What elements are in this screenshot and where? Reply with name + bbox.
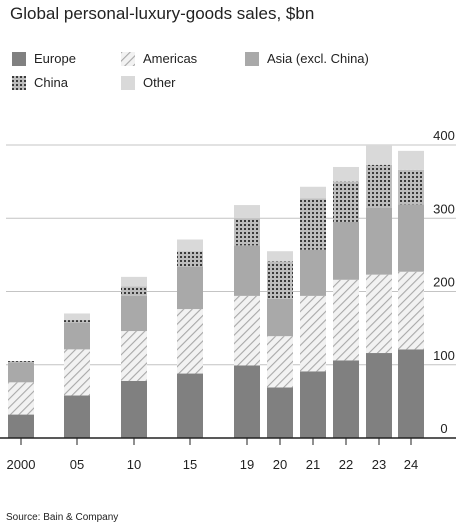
bar-segment-asia bbox=[234, 245, 260, 296]
legend-label-europe: Europe bbox=[34, 51, 76, 66]
legend-label-china: China bbox=[34, 75, 68, 90]
bar-segment-china bbox=[267, 261, 293, 299]
legend-swatch-asia bbox=[245, 51, 259, 66]
bar-segment-other bbox=[398, 150, 424, 170]
x-tick-label: 24 bbox=[404, 457, 418, 472]
bar-segment-other bbox=[366, 145, 392, 165]
legend-item-other: Other bbox=[121, 75, 176, 90]
bar-segment-asia bbox=[267, 298, 293, 337]
bar-segment-asia bbox=[398, 204, 424, 272]
y-tick-label: 300 bbox=[433, 201, 455, 216]
bar-segment-china bbox=[121, 286, 147, 296]
x-tick-label: 15 bbox=[183, 457, 197, 472]
bar-segment-europe bbox=[234, 365, 260, 438]
bar-segment-china bbox=[8, 361, 34, 363]
bar-segment-china bbox=[366, 164, 392, 208]
bar-segment-americas bbox=[8, 382, 34, 415]
bar-segment-americas bbox=[64, 349, 90, 396]
bar-segment-asia bbox=[121, 295, 147, 332]
bar-segment-americas bbox=[333, 279, 359, 361]
chart-title: Global personal-luxury-goods sales, $bn bbox=[10, 4, 315, 23]
x-tick-label: 2000 bbox=[7, 457, 36, 472]
bar-segment-europe bbox=[8, 414, 34, 438]
x-tick-label: 21 bbox=[306, 457, 320, 472]
bar-segment-europe bbox=[398, 349, 424, 438]
bar-segment-asia bbox=[8, 362, 34, 383]
x-tick-label: 05 bbox=[70, 457, 84, 472]
bar-segment-china bbox=[300, 198, 326, 250]
bar-segment-americas bbox=[267, 336, 293, 388]
bar-segment-americas bbox=[121, 331, 147, 381]
legend-item-americas: Americas bbox=[121, 51, 197, 66]
legend-item-europe: Europe bbox=[12, 51, 76, 66]
bar-segment-americas bbox=[366, 274, 392, 354]
bar-segment-americas bbox=[398, 271, 424, 350]
y-tick-label: 100 bbox=[433, 348, 455, 363]
x-tick-label: 19 bbox=[240, 457, 254, 472]
bar-segment-china bbox=[64, 320, 90, 323]
bar-segment-americas bbox=[300, 295, 326, 372]
legend-label-americas: Americas bbox=[143, 51, 198, 66]
legend-swatch-china bbox=[12, 75, 26, 90]
x-tick-label: 20 bbox=[273, 457, 287, 472]
bar-segment-americas bbox=[177, 309, 203, 374]
bar-segment-asia bbox=[366, 207, 392, 275]
bar-segment-china bbox=[398, 169, 424, 205]
bar-segment-china bbox=[234, 218, 260, 246]
bar-segment-europe bbox=[64, 395, 90, 438]
y-tick-label: 200 bbox=[433, 275, 455, 290]
bar-segment-other bbox=[267, 251, 293, 262]
bar-segment-china bbox=[177, 251, 203, 267]
bar-segment-americas bbox=[234, 295, 260, 366]
legend-label-other: Other bbox=[143, 75, 176, 90]
legend-swatch-europe bbox=[12, 51, 26, 66]
bar-segment-asia bbox=[333, 221, 359, 280]
y-tick-label: 0 bbox=[440, 421, 447, 436]
source-note: Source: Bain & Company bbox=[6, 512, 119, 523]
bar-segment-europe bbox=[300, 371, 326, 438]
legend-item-asia: Asia (excl. China) bbox=[245, 51, 369, 66]
y-tick-label: 400 bbox=[433, 128, 455, 143]
bar-segment-other bbox=[121, 276, 147, 287]
bar-segment-europe bbox=[366, 353, 392, 438]
bar-segment-other bbox=[234, 205, 260, 219]
legend-item-china: China bbox=[12, 75, 68, 90]
bar-segment-other bbox=[177, 239, 203, 252]
bar-segment-asia bbox=[64, 322, 90, 350]
bar-segment-europe bbox=[267, 387, 293, 438]
x-tick-label: 23 bbox=[372, 457, 386, 472]
bar-segment-other bbox=[333, 166, 359, 182]
legend-label-asia: Asia (excl. China) bbox=[267, 51, 369, 66]
legend-swatch-other bbox=[121, 75, 135, 90]
legend-swatch-americas bbox=[121, 51, 135, 66]
bar-segment-china bbox=[333, 181, 359, 222]
x-tick-label: 10 bbox=[127, 457, 141, 472]
bar-segment-europe bbox=[121, 380, 147, 438]
bar-segment-other bbox=[300, 186, 326, 199]
x-tick-label: 22 bbox=[339, 457, 353, 472]
bar-segment-asia bbox=[177, 266, 203, 310]
bar-segment-asia bbox=[300, 249, 326, 296]
bar-segment-other bbox=[64, 313, 90, 321]
bar-segment-europe bbox=[177, 373, 203, 438]
bar-segment-europe bbox=[333, 360, 359, 438]
